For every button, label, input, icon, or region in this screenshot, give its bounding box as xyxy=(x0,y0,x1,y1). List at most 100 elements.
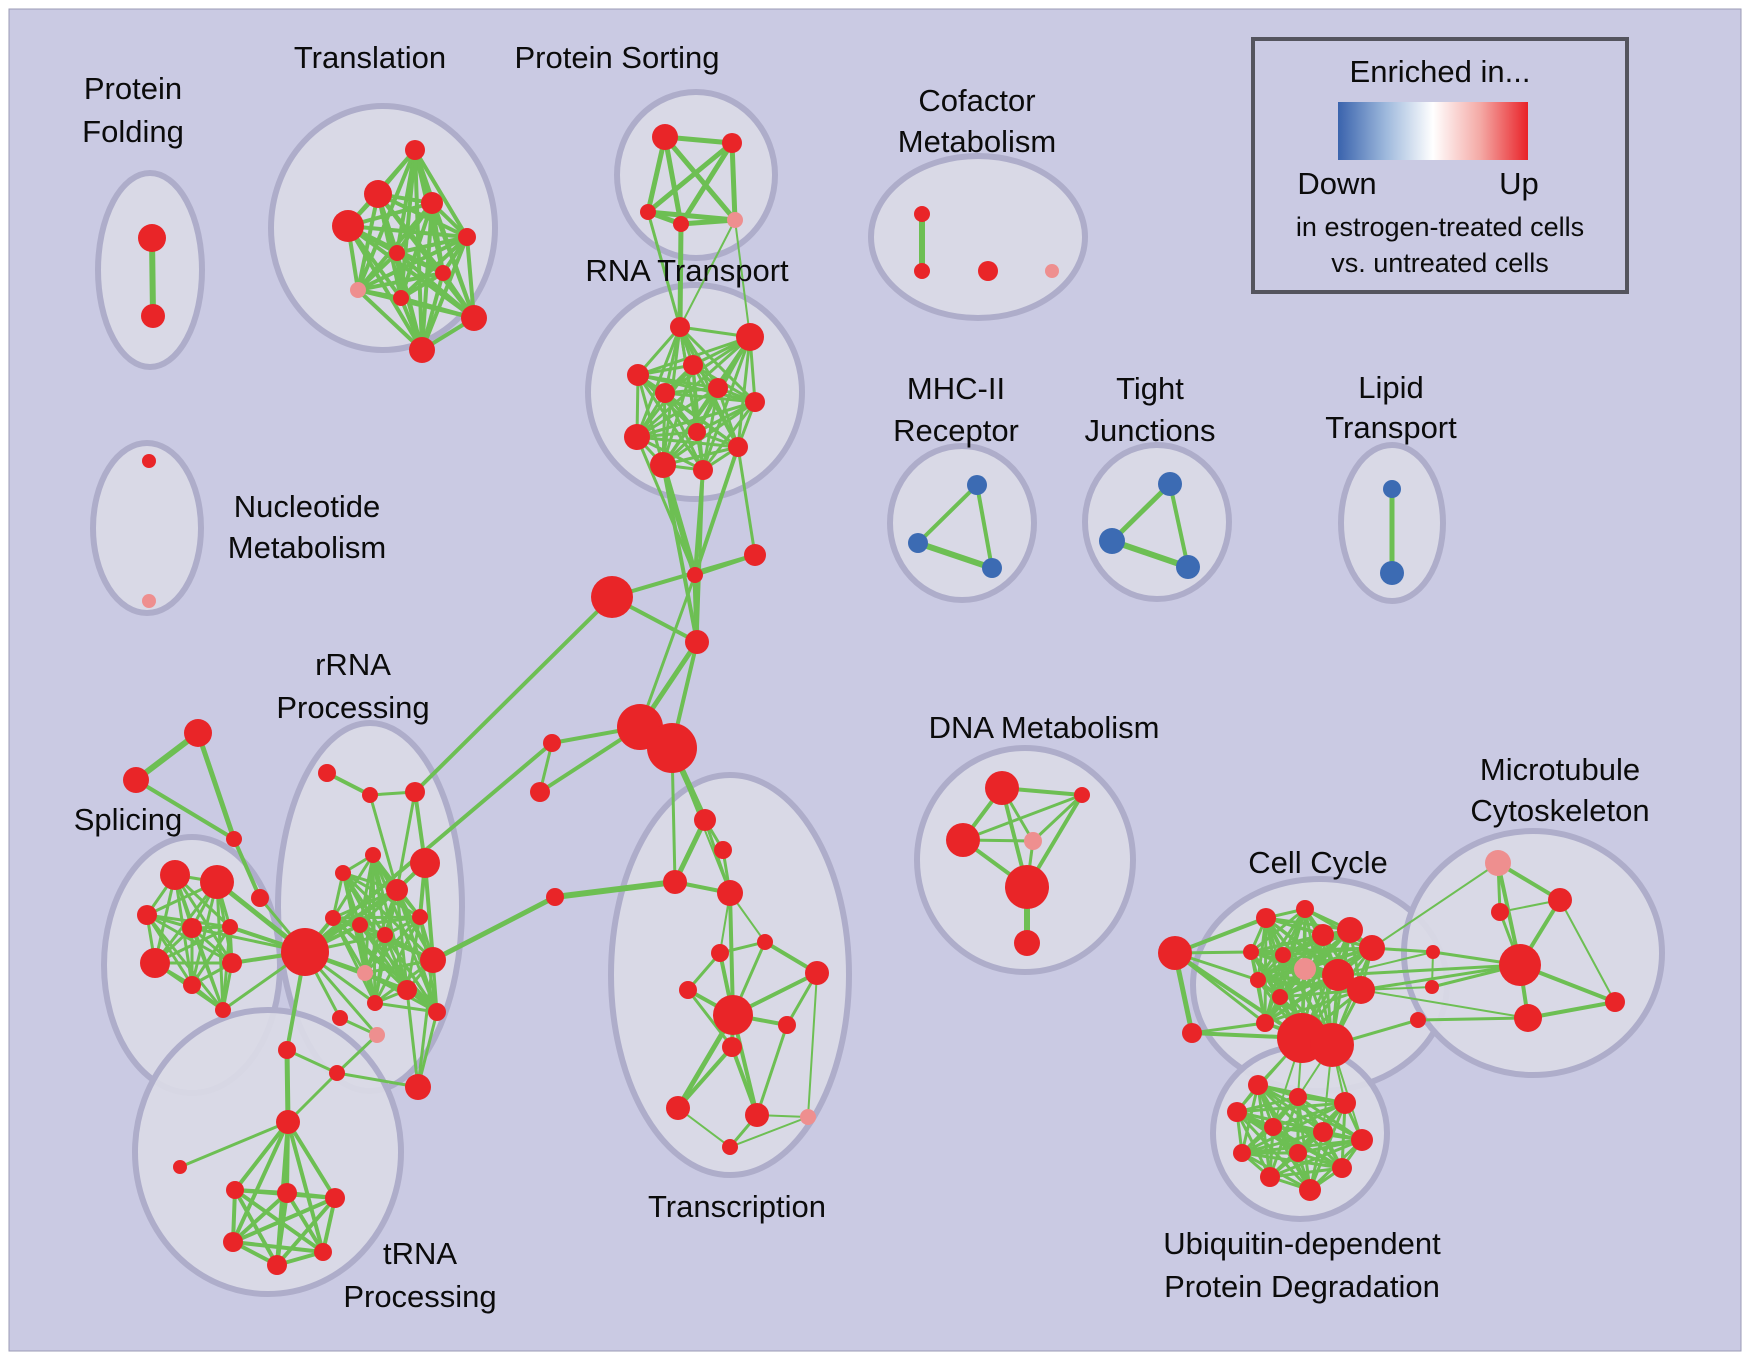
node-tnh[interactable] xyxy=(276,1110,300,1134)
node-tn1[interactable] xyxy=(226,1181,244,1199)
node-mt2[interactable] xyxy=(1491,903,1509,921)
node-x4[interactable] xyxy=(546,888,564,906)
node-cc12[interactable] xyxy=(1250,972,1266,988)
node-t3[interactable] xyxy=(332,210,364,242)
node-x15[interactable] xyxy=(722,1139,738,1155)
node-sp3[interactable] xyxy=(182,918,202,938)
node-r9[interactable] xyxy=(728,437,748,457)
node-cc5[interactable] xyxy=(1337,917,1363,943)
node-ub0[interactable] xyxy=(1248,1075,1268,1095)
node-r11[interactable] xyxy=(693,460,713,480)
node-r4[interactable] xyxy=(655,383,675,403)
node-c3[interactable] xyxy=(685,630,709,654)
node-ub2[interactable] xyxy=(1334,1092,1356,1114)
node-rr15[interactable] xyxy=(420,947,446,973)
node-st1[interactable] xyxy=(123,767,149,793)
node-cm1[interactable] xyxy=(914,263,930,279)
node-sp6[interactable] xyxy=(183,976,201,994)
node-ub3[interactable] xyxy=(1227,1102,1247,1122)
node-nm0[interactable] xyxy=(142,454,156,468)
node-rr5[interactable] xyxy=(386,879,408,901)
node-rr0[interactable] xyxy=(318,764,336,782)
node-ps0[interactable] xyxy=(652,124,678,150)
node-ub7[interactable] xyxy=(1233,1144,1251,1162)
node-rr20[interactable] xyxy=(405,1074,431,1100)
node-rr2[interactable] xyxy=(405,782,425,802)
node-cc6[interactable] xyxy=(1359,935,1385,961)
node-rr12[interactable] xyxy=(397,980,417,1000)
node-t8[interactable] xyxy=(393,290,409,306)
node-x6[interactable] xyxy=(711,944,729,962)
node-tn3[interactable] xyxy=(325,1188,345,1208)
node-m1[interactable] xyxy=(908,533,928,553)
node-m0[interactable] xyxy=(967,475,987,495)
node-t2[interactable] xyxy=(421,192,443,214)
node-ps2[interactable] xyxy=(640,204,656,220)
node-rr13[interactable] xyxy=(367,995,383,1011)
node-rr6[interactable] xyxy=(410,848,440,878)
node-r3[interactable] xyxy=(627,364,649,386)
node-l0[interactable] xyxy=(1383,480,1401,498)
node-dm2[interactable] xyxy=(946,823,980,857)
node-r7[interactable] xyxy=(624,424,650,450)
node-t10[interactable] xyxy=(409,337,435,363)
node-x8[interactable] xyxy=(679,981,697,999)
node-sp5[interactable] xyxy=(140,948,170,978)
node-cc1[interactable] xyxy=(1182,1023,1202,1043)
node-cc16[interactable] xyxy=(1310,1023,1354,1067)
node-x9[interactable] xyxy=(713,995,753,1035)
node-j2[interactable] xyxy=(1176,555,1200,579)
node-rr14[interactable] xyxy=(332,1010,348,1026)
node-sp9[interactable] xyxy=(251,889,269,907)
node-ub10[interactable] xyxy=(1260,1167,1280,1187)
node-r10[interactable] xyxy=(650,452,676,478)
node-t0[interactable] xyxy=(405,140,425,160)
node-cc11[interactable] xyxy=(1347,976,1375,1004)
node-c6[interactable] xyxy=(543,734,561,752)
node-mt1[interactable] xyxy=(1548,888,1572,912)
node-x1[interactable] xyxy=(714,841,732,859)
node-cc4[interactable] xyxy=(1312,924,1334,946)
node-ub11[interactable] xyxy=(1299,1179,1321,1201)
node-mt6[interactable] xyxy=(1410,1012,1426,1028)
node-st0[interactable] xyxy=(184,719,212,747)
node-hub[interactable] xyxy=(281,928,329,976)
node-dm5[interactable] xyxy=(1014,930,1040,956)
node-mt5[interactable] xyxy=(1425,980,1439,994)
node-ps1[interactable] xyxy=(722,133,742,153)
node-ub5[interactable] xyxy=(1313,1122,1333,1142)
node-j0[interactable] xyxy=(1158,472,1182,496)
node-l1[interactable] xyxy=(1380,561,1404,585)
node-mt4[interactable] xyxy=(1426,945,1440,959)
node-r0[interactable] xyxy=(670,317,690,337)
node-rr16[interactable] xyxy=(428,1003,446,1021)
node-x12[interactable] xyxy=(666,1096,690,1120)
node-tn0[interactable] xyxy=(173,1160,187,1174)
node-x14[interactable] xyxy=(800,1109,816,1125)
node-st2[interactable] xyxy=(226,831,242,847)
node-cc14[interactable] xyxy=(1256,1014,1274,1032)
node-rr1[interactable] xyxy=(362,787,378,803)
node-t1[interactable] xyxy=(364,180,392,208)
node-rr4[interactable] xyxy=(335,865,351,881)
node-tn2[interactable] xyxy=(277,1183,297,1203)
node-cc9[interactable] xyxy=(1294,958,1316,980)
node-sp1[interactable] xyxy=(200,865,234,899)
node-x3[interactable] xyxy=(717,880,743,906)
node-x2[interactable] xyxy=(663,870,687,894)
node-r1[interactable] xyxy=(736,323,764,351)
node-c2[interactable] xyxy=(591,576,633,618)
node-dm0[interactable] xyxy=(985,771,1019,805)
node-ub9[interactable] xyxy=(1332,1158,1352,1178)
node-rr7[interactable] xyxy=(325,910,341,926)
node-cm0[interactable] xyxy=(914,206,930,222)
node-tn5[interactable] xyxy=(314,1243,332,1261)
node-rr18[interactable] xyxy=(278,1041,296,1059)
node-mt8[interactable] xyxy=(1605,992,1625,1012)
node-rr11[interactable] xyxy=(357,965,373,981)
node-tn4[interactable] xyxy=(223,1232,243,1252)
node-ub4[interactable] xyxy=(1264,1118,1282,1136)
node-x7[interactable] xyxy=(805,961,829,985)
node-rr8[interactable] xyxy=(352,917,368,933)
node-mt0[interactable] xyxy=(1485,850,1511,876)
